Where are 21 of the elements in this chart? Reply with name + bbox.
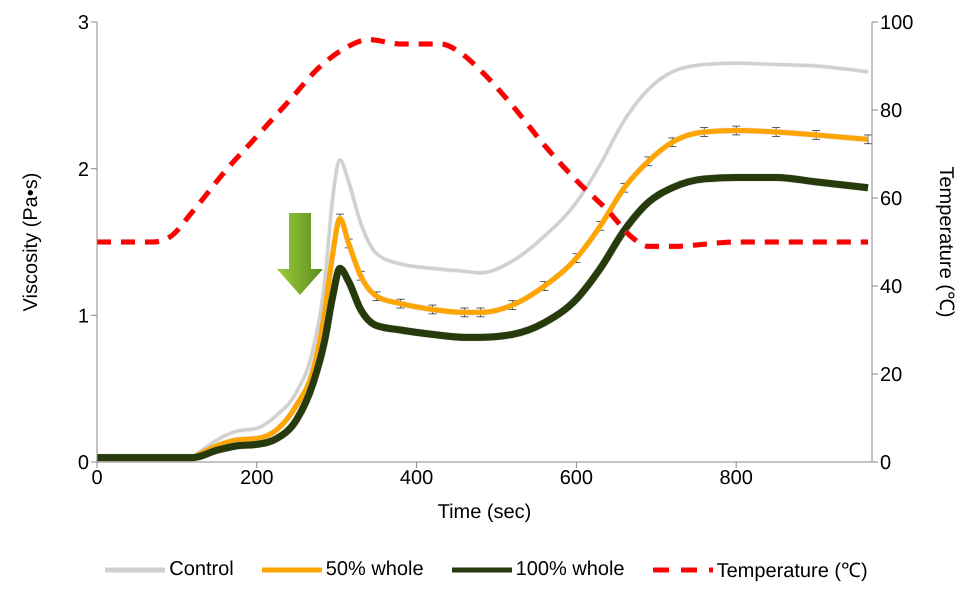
legend-label: 50% whole	[326, 558, 424, 581]
legend-label: 100% whole	[516, 558, 625, 581]
y-tick-label: 2	[78, 158, 89, 181]
y-tick-label: 0	[78, 452, 89, 474]
x-tick-label: 200	[240, 467, 274, 490]
y2-tick-label: 100	[880, 12, 914, 34]
y-tick-label: 1	[78, 305, 89, 328]
x-tick-label: 400	[400, 467, 434, 490]
y2-tick-label: 80	[880, 100, 902, 122]
legend-label: Control	[169, 558, 234, 581]
y2-tick-label: 40	[880, 276, 902, 298]
x-tick-label: 600	[560, 467, 594, 490]
y-axis-title: Viscosity (Pa•s)	[20, 172, 42, 312]
x-tick-label: 800	[719, 467, 753, 490]
x-axis-title: Time (sec)	[438, 501, 532, 523]
y2-axis-title: Temperature (℃)	[934, 166, 957, 318]
y2-tick-label: 20	[880, 364, 902, 386]
y2-tick-label: 0	[880, 452, 892, 474]
y2-tick-label: 60	[880, 188, 902, 210]
legend-label: Temperature (℃)	[716, 559, 868, 583]
y-tick-label: 3	[78, 12, 89, 34]
